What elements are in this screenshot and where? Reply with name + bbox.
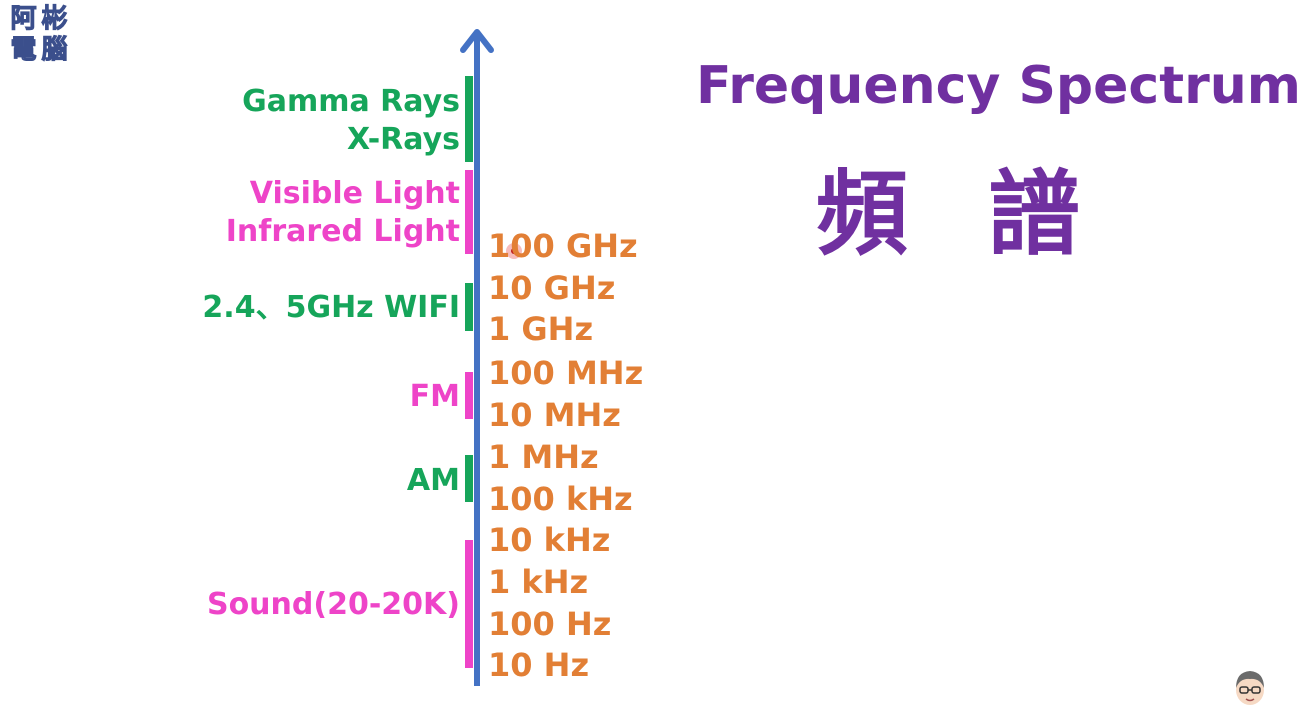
band-label-am: AM xyxy=(407,462,460,500)
band-bar-fm xyxy=(465,372,473,419)
avatar-icon xyxy=(1236,671,1264,705)
band-label-line: Sound(20-20K) xyxy=(206,587,460,622)
frequency-label: 10 Hz xyxy=(488,646,590,684)
frequency-label: 100 Hz xyxy=(488,605,612,643)
frequency-label: 100 MHz xyxy=(488,354,644,392)
band-bar-visible-infrared xyxy=(465,170,473,254)
band-label-line: FM xyxy=(409,379,460,414)
logo-char: 電 xyxy=(10,35,37,66)
band-bar-am xyxy=(465,455,473,502)
band-bar-gamma-xray xyxy=(465,76,473,162)
band-label-visible-infrared: Visible Light Infrared Light xyxy=(226,175,460,251)
arrow-up-icon xyxy=(460,29,494,53)
band-label-line: Infrared Light xyxy=(225,214,460,249)
band-label-sound: Sound(20-20K) xyxy=(207,586,460,624)
band-bar-wifi xyxy=(465,283,473,331)
band-bar-sound xyxy=(465,540,473,668)
band-label-fm: FM xyxy=(410,378,460,416)
logo-icon: 阿 彬 電 腦 xyxy=(8,4,70,66)
band-label-line: X-Rays xyxy=(347,122,460,157)
band-label-wifi: 2.4、5GHz WIFI xyxy=(202,289,460,327)
band-label-line: Visible Light xyxy=(249,176,460,211)
frequency-label: 1 MHz xyxy=(488,438,599,476)
cursor-dot-icon xyxy=(506,243,522,259)
logo-char: 腦 xyxy=(41,35,68,66)
band-label-line: 2.4、5GHz WIFI xyxy=(202,290,460,325)
page-title-chinese: 頻 譜 xyxy=(815,161,1105,268)
band-label-line: AM xyxy=(406,463,460,498)
frequency-label: 100 kHz xyxy=(488,480,633,518)
band-label-gamma-xray: Gamma Rays X-Rays xyxy=(242,83,460,159)
frequency-label: 10 kHz xyxy=(488,521,611,559)
logo-char: 彬 xyxy=(41,4,68,35)
logo-char: 阿 xyxy=(10,4,37,35)
frequency-label: 1 GHz xyxy=(488,310,594,348)
frequency-label: 10 GHz xyxy=(488,269,616,307)
band-label-line: Gamma Rays xyxy=(242,84,460,119)
frequency-label: 10 MHz xyxy=(488,396,621,434)
page-title: Frequency Spectrum xyxy=(696,56,1301,116)
frequency-label: 100 GHz xyxy=(488,227,638,265)
frequency-label: 1 kHz xyxy=(488,563,589,601)
